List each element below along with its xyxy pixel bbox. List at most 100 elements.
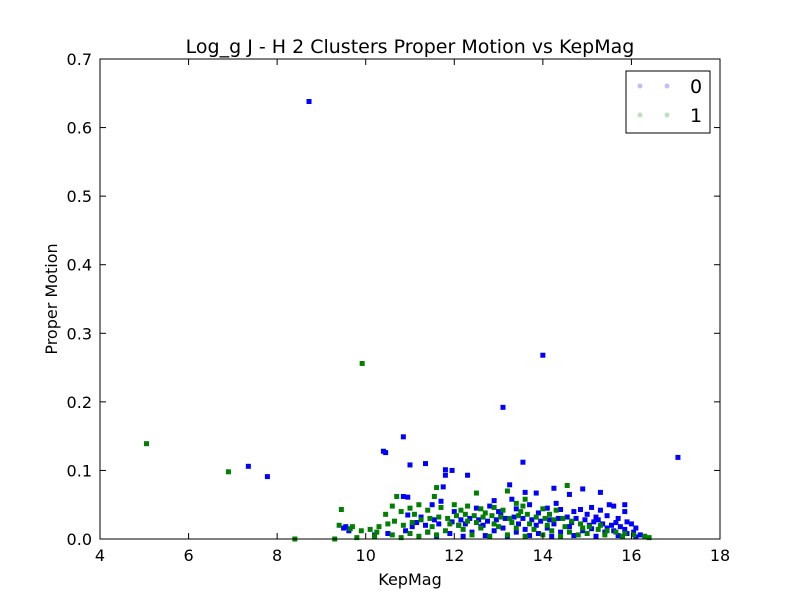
data-point-series-0 (383, 450, 389, 456)
data-point-series-0 (469, 529, 475, 535)
data-point-series-1 (540, 506, 546, 512)
data-point-series-1 (620, 533, 626, 539)
data-point-series-1 (547, 511, 552, 517)
data-point-series-1 (425, 507, 431, 513)
data-point-series-0 (551, 521, 557, 527)
data-point-series-0 (409, 524, 415, 530)
data-point-series-1 (383, 511, 389, 517)
data-point-series-1 (416, 502, 422, 508)
x-tick-label: 12 (444, 546, 464, 565)
data-point-series-1 (478, 525, 484, 531)
data-point-series-0 (493, 517, 499, 523)
data-point-series-0 (591, 519, 597, 525)
data-point-series-1 (560, 515, 566, 521)
data-point-series-1 (533, 514, 539, 520)
data-point-series-0 (522, 489, 528, 495)
data-point-series-0 (609, 522, 614, 528)
data-point-series-1 (462, 511, 468, 517)
data-point-series-1 (520, 503, 526, 509)
data-point-series-1 (531, 526, 537, 532)
data-point-series-0 (617, 524, 623, 530)
data-point-series-1 (558, 533, 564, 539)
data-point-series-1 (489, 513, 495, 519)
data-point-series-1 (407, 505, 413, 511)
data-point-series-0 (622, 526, 628, 532)
data-point-series-0 (597, 489, 603, 495)
data-point-series-1 (407, 531, 413, 537)
data-point-series-0 (631, 529, 637, 535)
data-point-series-1 (527, 521, 533, 527)
data-point-series-1 (544, 522, 550, 528)
data-point-series-1 (374, 529, 380, 535)
data-point-series-0 (407, 462, 413, 468)
data-point-series-0 (500, 525, 506, 531)
data-point-series-1 (597, 522, 603, 528)
data-point-series-0 (615, 533, 621, 539)
data-point-series-0 (460, 533, 466, 539)
data-point-series-0 (573, 515, 579, 521)
data-point-series-0 (429, 502, 435, 508)
data-point-series-1 (549, 528, 555, 534)
data-point-series-1 (442, 528, 448, 534)
data-point-series-0 (611, 503, 617, 509)
data-point-series-1 (586, 524, 592, 530)
data-point-series-1 (562, 524, 568, 530)
data-point-series-0 (558, 507, 564, 513)
data-point-series-0 (513, 529, 519, 535)
data-point-series-0 (403, 528, 409, 534)
y-tick-label: 0.6 (67, 119, 92, 138)
data-point-series-1 (359, 360, 365, 366)
data-point-series-0 (491, 528, 497, 534)
data-point-series-1 (458, 507, 464, 513)
data-point-series-0 (520, 515, 526, 521)
data-point-series-0 (529, 517, 535, 523)
data-point-series-0 (589, 504, 595, 510)
data-point-series-0 (480, 522, 486, 528)
data-point-series-1 (482, 510, 488, 516)
y-tick-label: 0.3 (67, 324, 92, 343)
data-point-series-1 (385, 521, 391, 527)
points-layer (144, 99, 681, 542)
x-tick-label: 16 (621, 546, 641, 565)
legend-marker-1a (637, 112, 643, 118)
legend-marker-0b (664, 83, 670, 89)
data-point-series-1 (604, 528, 610, 534)
data-point-series-1 (471, 513, 477, 519)
data-point-series-0 (513, 506, 519, 512)
data-point-series-1 (622, 531, 628, 537)
data-point-series-0 (566, 524, 572, 530)
data-point-series-0 (558, 529, 564, 535)
data-point-series-1 (338, 507, 344, 513)
data-point-series-0 (467, 515, 473, 521)
data-point-series-0 (385, 531, 391, 537)
data-point-series-0 (580, 528, 586, 534)
data-point-series-1 (575, 532, 581, 538)
data-point-series-1 (524, 511, 530, 517)
data-point-series-0 (341, 525, 347, 531)
data-point-series-1 (389, 532, 395, 538)
data-point-series-1 (580, 525, 586, 531)
data-point-series-0 (595, 517, 601, 523)
data-point-series-1 (460, 526, 466, 532)
data-point-series-0 (405, 512, 411, 518)
data-point-series-1 (473, 490, 479, 496)
data-point-series-1 (447, 521, 453, 527)
data-point-series-0 (431, 517, 437, 523)
data-point-series-0 (624, 519, 630, 525)
data-point-series-1 (434, 485, 440, 491)
data-point-series-0 (500, 404, 506, 410)
data-point-series-0 (622, 509, 628, 515)
data-point-series-0 (582, 517, 588, 523)
data-point-series-1 (480, 514, 486, 520)
data-point-series-0 (540, 352, 546, 358)
data-point-series-0 (615, 515, 621, 521)
ticks-layer: 4 6 8 10 12 14 16 180.00.10.20.30.40.50.60.7 (67, 50, 731, 565)
data-point-series-0 (465, 472, 471, 478)
data-point-series-0 (516, 521, 521, 527)
legend: 0 1 (625, 70, 711, 134)
data-point-series-1 (354, 535, 360, 541)
y-tick-label: 0.0 (67, 530, 92, 549)
data-point-series-0 (498, 511, 504, 517)
data-point-series-1 (376, 524, 382, 530)
data-point-series-0 (604, 513, 610, 519)
